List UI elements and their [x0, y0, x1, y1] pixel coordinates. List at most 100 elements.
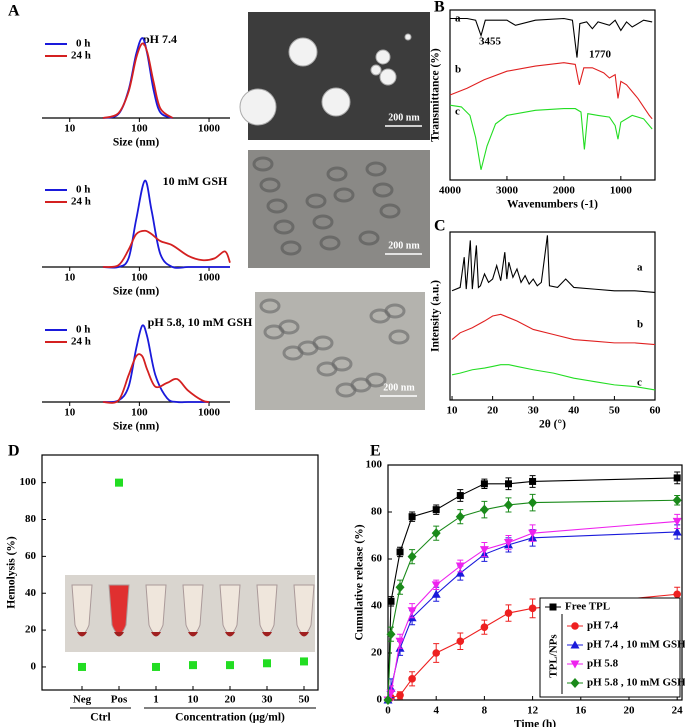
legend-label: pH 5.8: [587, 658, 619, 670]
series-label: c: [637, 377, 642, 389]
y-axis-label: Transmittance (%): [430, 48, 442, 142]
marker: [431, 581, 441, 590]
legend-label: Free TPL: [565, 601, 610, 613]
series-label: b: [637, 319, 643, 331]
marker: [503, 539, 513, 548]
series-line: [387, 477, 678, 701]
particle: [369, 308, 391, 324]
y-tick-label: 20: [371, 647, 383, 659]
x-axis-label: Size (nm): [113, 421, 159, 433]
tube-pellet: [151, 632, 161, 637]
x-axis-label: Time (h): [514, 719, 556, 727]
particle: [316, 361, 338, 377]
legend-label: 24 h: [71, 196, 91, 208]
y-tick-label: 80: [371, 506, 383, 518]
x-tick-label: 20: [487, 405, 499, 417]
particle: [404, 33, 412, 41]
x-tick-label: 2000: [553, 185, 576, 197]
legend-box: [539, 597, 681, 698]
marker: [431, 589, 441, 598]
particle: [312, 214, 334, 230]
tube-pellet: [114, 632, 124, 637]
x-tick-label: 8: [482, 705, 488, 717]
marker: [504, 480, 512, 488]
marker: [504, 609, 513, 617]
micrograph: [248, 12, 430, 140]
legend-label: pH 7.4: [587, 620, 619, 632]
x-axis-label: Size (nm): [113, 137, 159, 149]
series-line: [102, 324, 210, 404]
marker: [432, 649, 440, 657]
particle: [375, 49, 391, 65]
marker: [528, 497, 538, 508]
particle: [252, 156, 274, 172]
chart-title: 10 mM GSH: [163, 174, 228, 188]
series-line: [450, 17, 653, 58]
particle: [358, 230, 380, 246]
particle: [319, 235, 341, 251]
marker: [479, 546, 489, 555]
y-axis-label: Cumulative release (%): [354, 524, 366, 640]
series-line: [102, 353, 210, 404]
y-axis-label: Hemolysis (%): [6, 536, 18, 609]
x-tick-label: 30: [262, 694, 274, 706]
series-line: [451, 235, 656, 294]
marker: [396, 548, 404, 556]
x-tick-label: 10: [64, 123, 76, 135]
marker: [528, 529, 538, 538]
series-line: [102, 229, 231, 269]
x-tick-label: Pos: [111, 694, 128, 706]
y-tick-label: 60: [371, 553, 383, 565]
x-tick-label: 20: [225, 694, 237, 706]
dot: [300, 657, 308, 666]
marker: [672, 517, 682, 526]
x-tick-label: 1000: [198, 407, 221, 419]
tube-pellet: [188, 632, 198, 637]
x-tick-label: 10: [64, 272, 76, 284]
group-label: Ctrl: [90, 712, 110, 724]
tube-pellet: [225, 632, 235, 637]
series-line: [102, 42, 174, 119]
dot: [226, 661, 234, 670]
marker: [395, 637, 405, 646]
legend-label: pH 5.8 , 10 mM GSH: [587, 677, 685, 689]
marker: [480, 623, 489, 631]
x-tick-label: 100: [131, 272, 148, 284]
group-label: Concentration (μg/ml): [175, 712, 285, 724]
x-tick-label: 4000: [439, 185, 462, 197]
marker: [407, 607, 417, 616]
particle: [370, 64, 382, 76]
marker: [529, 477, 537, 485]
marker: [528, 604, 537, 613]
particle: [288, 37, 318, 67]
panel-label: B: [434, 0, 445, 16]
marker: [570, 660, 580, 669]
x-tick-label: 0: [385, 705, 391, 717]
series-label: a: [637, 262, 643, 274]
particle: [379, 203, 401, 219]
particle: [372, 182, 394, 198]
panel-label: D: [8, 443, 20, 460]
x-tick-label: 100: [131, 123, 148, 135]
particle: [273, 219, 295, 235]
x-tick-label: 10: [188, 694, 200, 706]
x-tick-label: 1000: [198, 123, 221, 135]
x-axis-label: Wavenumbers (-1): [507, 199, 598, 211]
y-tick-label: 80: [25, 513, 37, 525]
series-line: [387, 593, 678, 701]
marker: [672, 495, 682, 506]
series-line: [387, 520, 678, 701]
x-tick-label: 30: [528, 405, 540, 417]
series-line: [102, 37, 173, 119]
marker: [480, 480, 488, 488]
plot-frame: [387, 464, 683, 701]
series-line: [451, 313, 656, 346]
series-line: [387, 499, 678, 701]
marker: [396, 691, 404, 700]
x-tick-label: 4: [433, 705, 439, 717]
scale-bar-label: 200 nm: [388, 240, 420, 251]
y-tick-label: 60: [25, 550, 37, 562]
x-axis-label: 2θ (°): [539, 419, 566, 431]
particle: [365, 161, 387, 177]
marker: [387, 597, 395, 605]
